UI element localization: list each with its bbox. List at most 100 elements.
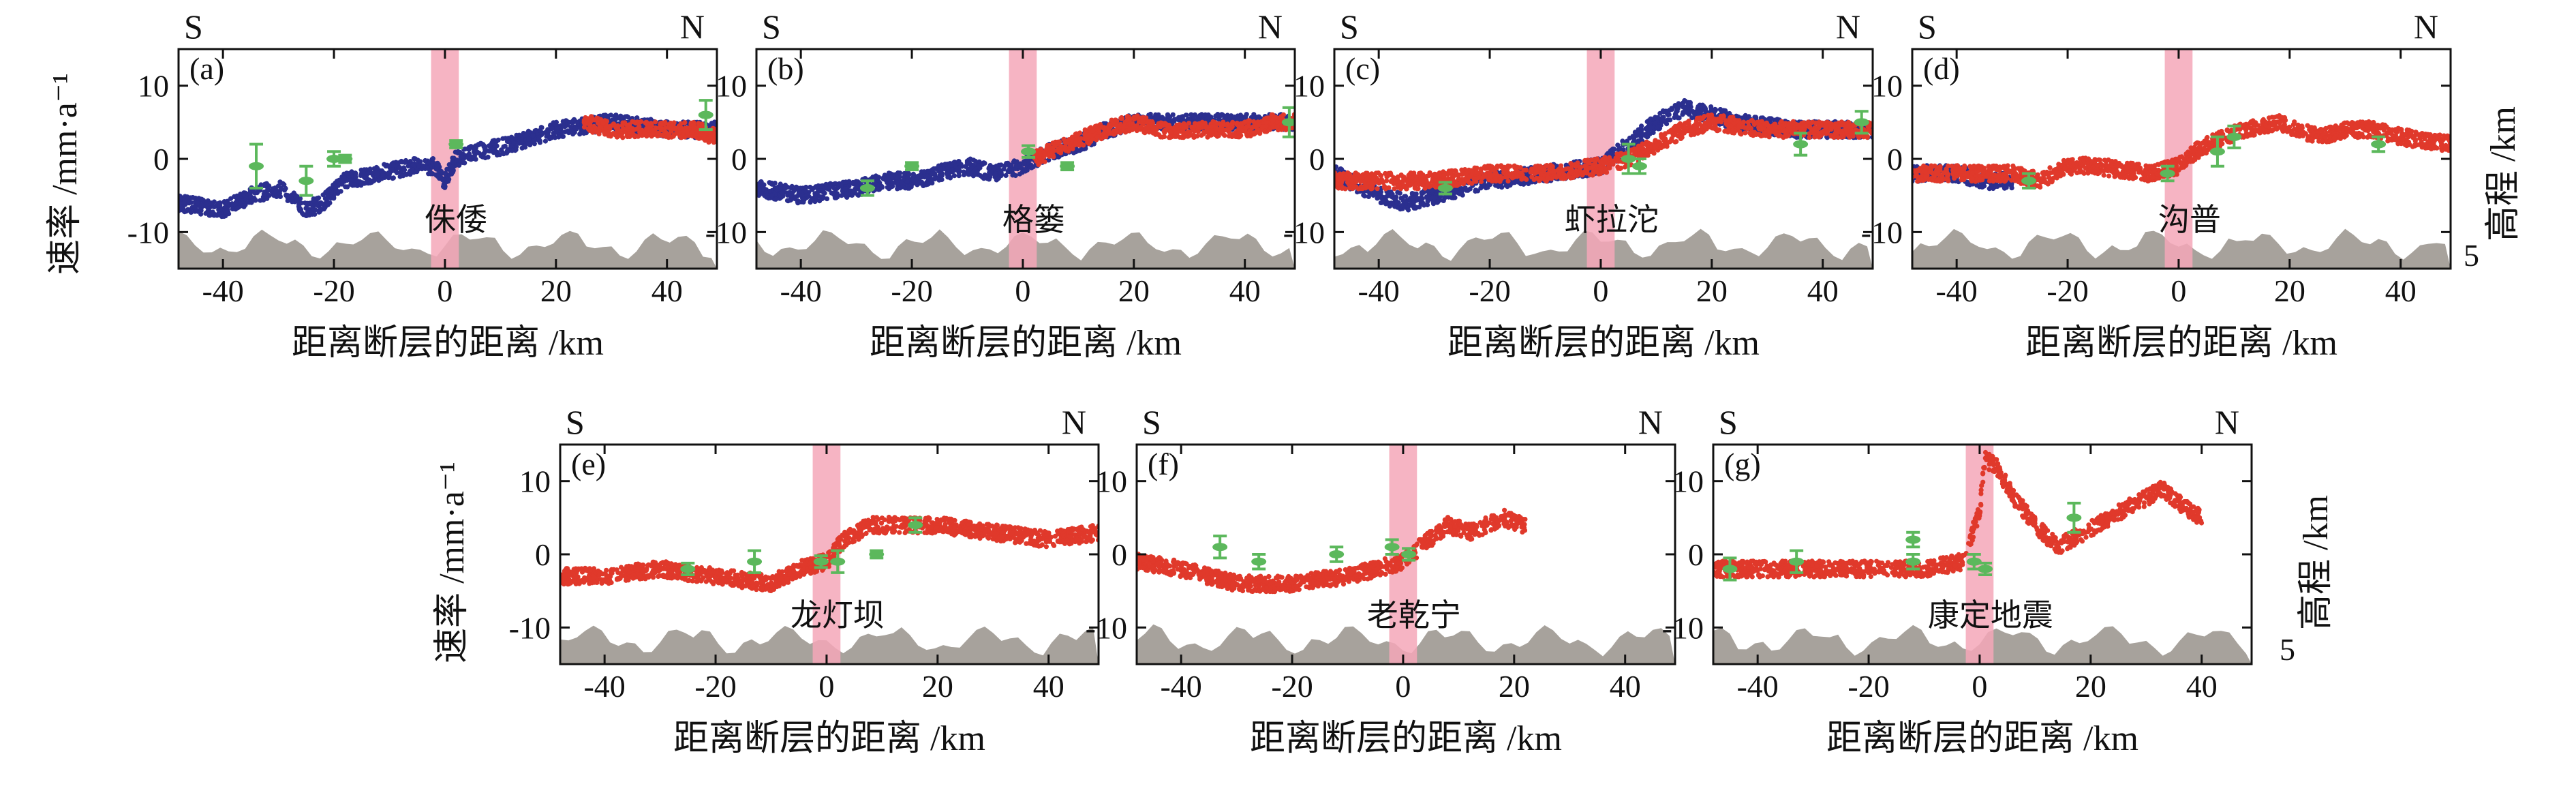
point-red-a [656,130,661,136]
point-red-b [1263,120,1268,125]
point-blue-a [331,194,337,200]
point-red-a [658,121,664,126]
point-blue-a [536,136,542,141]
point-blue-b [879,185,885,190]
point-blue-a [547,136,553,141]
point-red-b [1114,129,1120,134]
point-blue-a [357,179,363,185]
point-red-b [1140,117,1146,123]
point-blue-b [758,179,764,185]
site-label-b: 格篓 [1002,202,1065,237]
point-blue-b [769,180,774,186]
point-red-b [1253,124,1259,130]
point-blue-a [183,202,188,207]
point-blue-b [1170,112,1176,117]
point-red-b [1123,130,1129,135]
gps-point-b [859,183,875,192]
point-blue-b [942,162,948,167]
point-red-b [1101,125,1107,130]
point-blue-a [249,198,255,204]
point-red-b [1042,153,1047,158]
point-blue-a [195,209,200,214]
point-blue-b [919,179,925,185]
ytick-label-b: -10 [705,215,747,250]
point-blue-a [311,206,316,212]
point-blue-a [348,181,354,187]
point-red-b [1077,130,1083,136]
point-blue-b [923,182,928,188]
point-red-a [677,125,682,131]
point-blue-b [1071,150,1077,155]
point-blue-a [192,205,198,210]
point-red-b [1092,123,1098,129]
point-blue-a [199,202,204,208]
point-blue-a [386,164,392,169]
xtick-label-b: 40 [1229,273,1261,308]
point-blue-a [335,179,340,184]
point-red-a [650,130,656,136]
point-red-a [663,130,669,135]
point-blue-a [233,200,239,205]
point-blue-a [374,172,380,177]
point-red-a [638,119,644,124]
gps-point-b [1060,162,1075,170]
point-blue-b [842,186,848,192]
point-blue-b [817,198,823,204]
point-blue-a [307,212,312,217]
point-blue-b [1184,112,1189,118]
point-blue-a [560,119,566,124]
point-red-b [1218,129,1224,135]
plot-area-a [179,49,717,269]
panel-label-a: (a) [189,51,224,86]
point-blue-a [312,211,318,217]
point-blue-b [773,196,778,202]
point-blue-a [444,166,450,172]
point-blue-a [602,112,608,119]
point-red-b [1246,118,1252,123]
point-blue-a [473,157,478,162]
point-blue-a [182,198,187,203]
point-blue-c [1616,145,1623,151]
point-blue-a [314,202,320,208]
point-blue-a [458,154,463,160]
point-blue-b [1046,158,1052,163]
point-blue-a [190,195,196,200]
point-red-b [1214,121,1219,127]
point-red-b [1036,162,1041,168]
point-blue-b [1227,114,1233,119]
point-blue-b [885,175,891,181]
point-red-a [648,121,654,126]
point-blue-b [778,194,784,200]
point-red-b [1270,125,1276,130]
point-blue-a [482,144,488,149]
point-red-b [1174,130,1179,136]
point-red-b [1107,122,1112,128]
panel-label-b: (b) [767,51,804,86]
ylabel-left-top: 速率 /mm·a⁻¹ [46,73,85,275]
point-blue-a [570,132,576,137]
xtick-label-a: 40 [651,273,683,308]
gps-point-a [337,155,353,163]
point-blue-b [803,188,808,194]
point-red-a [691,125,696,130]
point-blue-b [890,181,895,186]
point-blue-a [243,202,248,208]
point-blue-a [489,140,495,146]
point-blue-b [949,162,954,168]
point-blue-c [1657,110,1663,116]
point-blue-b [796,189,801,194]
point-blue-a [634,115,640,121]
point-blue-a [224,200,230,206]
point-blue-a [453,149,458,155]
point-blue-b [906,172,912,177]
right-tick-bottom: 5 [2280,632,2295,667]
point-blue-b [1186,116,1192,121]
point-blue-a [278,185,284,191]
point-blue-a [524,131,530,136]
point-blue-a [476,142,481,147]
point-blue-b [824,196,830,202]
point-red-a [606,133,611,138]
point-blue-a [234,193,240,198]
point-blue-a [344,170,350,176]
